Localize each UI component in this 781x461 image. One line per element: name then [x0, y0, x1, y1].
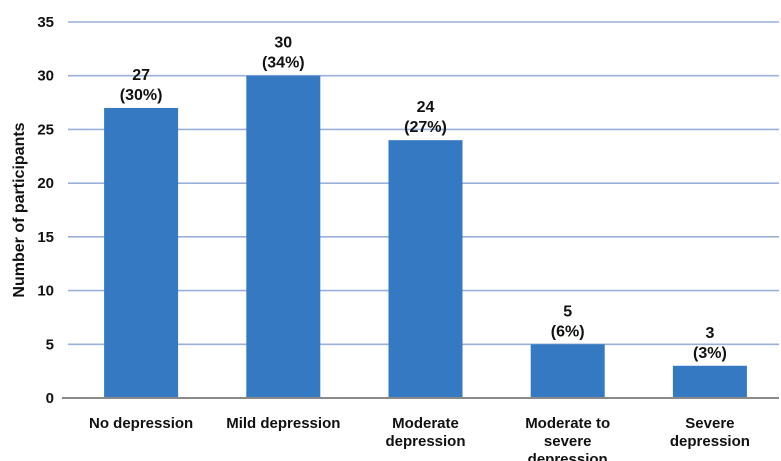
bar [530, 344, 605, 398]
y-tick-label: 0 [46, 390, 54, 407]
data-labels: 27 (30%) 30 (34%) 24 (27%) 5 (6%) 3 (3%) [120, 35, 727, 362]
y-tick-label: 30 [37, 68, 54, 85]
data-label: 5 [563, 303, 572, 320]
x-tick-label: Severe [685, 415, 734, 432]
data-label: 30 [274, 35, 292, 52]
x-tick-label: depression [528, 451, 608, 461]
y-tick-label: 20 [37, 175, 54, 192]
y-tick-label: 5 [46, 336, 54, 353]
x-tick-label: Moderate [392, 415, 459, 432]
data-label: (6%) [551, 323, 585, 340]
data-label: (27%) [404, 119, 447, 136]
x-tick-label: severe [544, 433, 592, 450]
data-label: 27 [132, 67, 150, 84]
y-tick-label: 35 [37, 14, 54, 31]
y-tick-label: 10 [37, 283, 54, 300]
y-tick-label: 15 [37, 229, 54, 246]
bar [672, 365, 747, 398]
bar [246, 75, 321, 398]
x-tick-label: No depression [89, 415, 193, 432]
data-label: (34%) [262, 55, 305, 72]
data-label: 24 [417, 99, 435, 116]
x-tick-label: Mild depression [226, 415, 340, 432]
data-label: (3%) [693, 345, 727, 362]
x-tick-label: depression [385, 433, 465, 450]
bar [388, 140, 463, 398]
bar [104, 107, 179, 398]
data-label: 3 [705, 325, 714, 342]
y-tick-label: 25 [37, 121, 54, 138]
data-label: (30%) [120, 87, 163, 104]
bars [104, 75, 747, 398]
x-tick-label: Moderate to [525, 415, 610, 432]
y-axis-title: Number of participants [11, 122, 28, 297]
x-tick-label: depression [670, 433, 750, 450]
